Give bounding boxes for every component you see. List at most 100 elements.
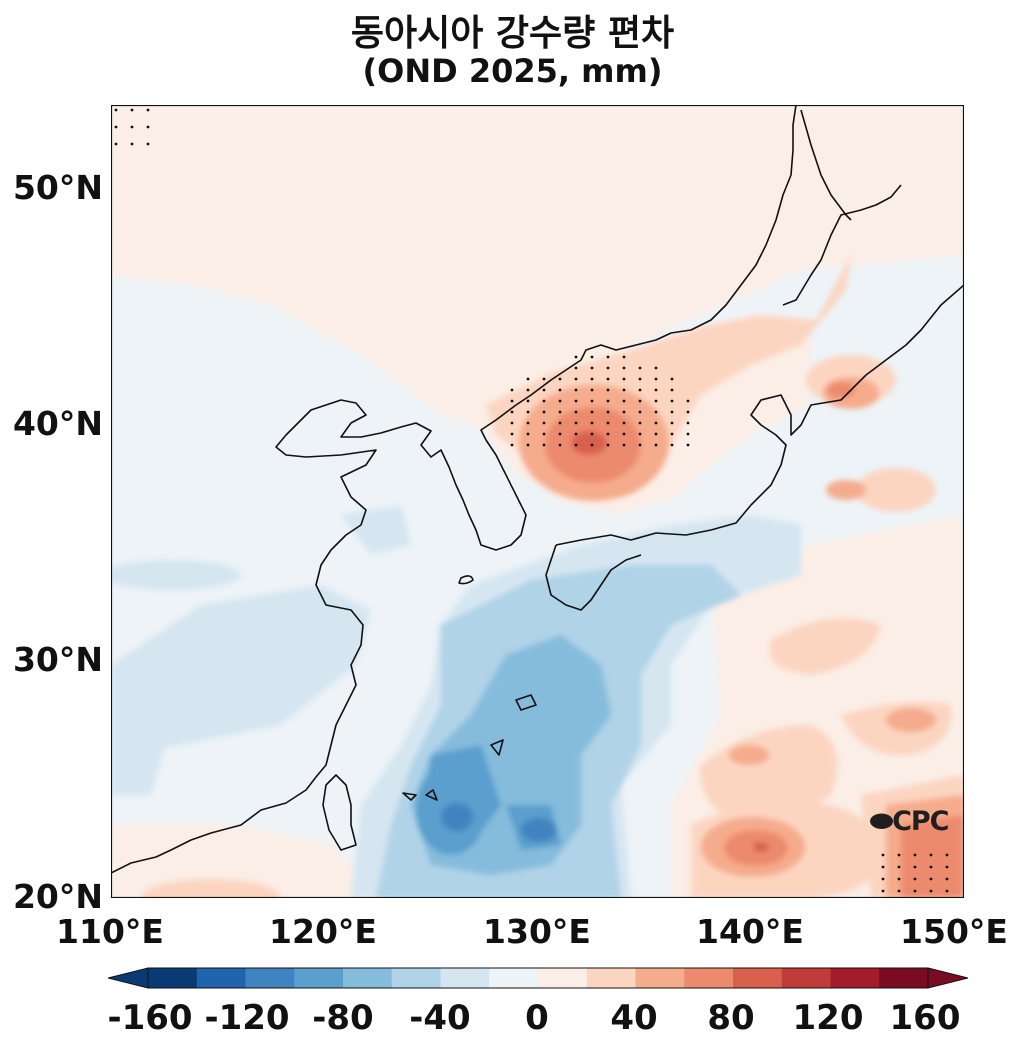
colorbar-tick: -80 bbox=[293, 998, 393, 1038]
map-subtitle: (OND 2025, mm) bbox=[0, 52, 1025, 90]
lon-tick-140: 140°E bbox=[680, 912, 820, 951]
colorbar-segment bbox=[489, 968, 538, 988]
stipple-dot bbox=[930, 866, 933, 869]
stipple-dot bbox=[639, 378, 642, 381]
colorbar-segment bbox=[441, 968, 490, 988]
colorbar-segment bbox=[392, 968, 441, 988]
stipple-dot bbox=[946, 854, 949, 857]
stipple-dot bbox=[623, 422, 626, 425]
stipple-dot bbox=[131, 143, 134, 146]
stipple-dot bbox=[930, 854, 933, 857]
stipple-dot bbox=[671, 400, 674, 403]
stipple-dot bbox=[575, 422, 578, 425]
stipple-dot bbox=[607, 422, 610, 425]
stipple-dot bbox=[930, 878, 933, 881]
stipple-dot bbox=[591, 400, 594, 403]
lat-tick-20: 20°N bbox=[8, 877, 103, 916]
stipple-dot bbox=[147, 143, 150, 146]
stipple-dot bbox=[639, 389, 642, 392]
stipple-dot bbox=[898, 890, 901, 893]
colorbar-segment bbox=[733, 968, 782, 988]
stipple-dot bbox=[147, 126, 150, 129]
colorbar-tick: 0 bbox=[487, 998, 587, 1038]
stipple-dot bbox=[639, 411, 642, 414]
stipple-dot bbox=[882, 854, 885, 857]
stipple-dot bbox=[655, 411, 658, 414]
stipple-dot bbox=[639, 367, 642, 370]
stipple-dot bbox=[946, 890, 949, 893]
stipple-dot bbox=[131, 126, 134, 129]
stipple-dot bbox=[930, 890, 933, 893]
stipple-dot bbox=[575, 444, 578, 447]
stipple-dot bbox=[591, 367, 594, 370]
stipple-dot bbox=[671, 378, 674, 381]
stipple-dot bbox=[115, 109, 118, 112]
stipple-dot bbox=[511, 411, 514, 414]
stipple-dot bbox=[559, 422, 562, 425]
stipple-dot bbox=[655, 378, 658, 381]
stipple-dot bbox=[623, 367, 626, 370]
cpc-logo: ⬬CPC bbox=[870, 806, 948, 838]
stipple-dot bbox=[882, 866, 885, 869]
colorbar-segments bbox=[108, 968, 968, 988]
stipple-dot bbox=[687, 422, 690, 425]
colorbar-segment bbox=[684, 968, 733, 988]
stipple-dot bbox=[914, 854, 917, 857]
colorbar-tick: -160 bbox=[100, 998, 200, 1038]
stipple-dot bbox=[623, 356, 626, 359]
stipple-dot bbox=[655, 389, 658, 392]
stipple-dot bbox=[559, 400, 562, 403]
stipple-dot bbox=[607, 433, 610, 436]
stipple-dot bbox=[575, 367, 578, 370]
stipple-dot bbox=[131, 109, 134, 112]
lon-tick-110: 110°E bbox=[40, 912, 180, 951]
stipple-dot bbox=[639, 400, 642, 403]
stipple-dot bbox=[623, 389, 626, 392]
stipple-dot bbox=[147, 109, 150, 112]
stipple-dot bbox=[655, 444, 658, 447]
stipple-dot bbox=[115, 126, 118, 129]
stipple-dot bbox=[946, 878, 949, 881]
colorbar-segment bbox=[197, 968, 246, 988]
stipple-dot bbox=[575, 389, 578, 392]
anomaly-map bbox=[111, 105, 964, 898]
stipple-dot bbox=[898, 866, 901, 869]
stipple-dot bbox=[115, 143, 118, 146]
colorbar-segment bbox=[294, 968, 343, 988]
stipple-dot bbox=[946, 866, 949, 869]
stipple-dot bbox=[623, 378, 626, 381]
colorbar-tick: -120 bbox=[197, 998, 297, 1038]
stipple-dot bbox=[527, 411, 530, 414]
stipple-dot bbox=[527, 389, 530, 392]
stipple-dot bbox=[559, 411, 562, 414]
stipple-dot bbox=[914, 878, 917, 881]
stipple-dot bbox=[639, 433, 642, 436]
stipple-dot bbox=[511, 433, 514, 436]
stipple-dot bbox=[607, 378, 610, 381]
stipple-dot bbox=[543, 444, 546, 447]
lat-tick-40: 40°N bbox=[8, 404, 103, 443]
stipple-dot bbox=[623, 411, 626, 414]
stipple-dot bbox=[591, 389, 594, 392]
stipple-dot bbox=[655, 422, 658, 425]
lat-tick-50: 50°N bbox=[8, 168, 103, 207]
stipple-dot bbox=[623, 444, 626, 447]
stipple-dot bbox=[543, 389, 546, 392]
stipple-dot bbox=[687, 444, 690, 447]
stipple-dot bbox=[591, 411, 594, 414]
stipple-dot bbox=[882, 878, 885, 881]
colorbar-segment bbox=[831, 968, 880, 988]
stipple-dot bbox=[575, 400, 578, 403]
stipple-dot bbox=[543, 411, 546, 414]
stipple-dot bbox=[607, 367, 610, 370]
stipple-dot bbox=[527, 444, 530, 447]
stipple-dot bbox=[655, 400, 658, 403]
stipple-dot bbox=[623, 400, 626, 403]
stipple-dot bbox=[575, 356, 578, 359]
lon-tick-120: 120°E bbox=[253, 912, 393, 951]
colorbar-tick: 120 bbox=[778, 998, 878, 1038]
stipple-dot bbox=[687, 433, 690, 436]
stipple-dot bbox=[655, 367, 658, 370]
colorbar-segment bbox=[879, 968, 928, 988]
colorbar-segment bbox=[148, 968, 197, 988]
